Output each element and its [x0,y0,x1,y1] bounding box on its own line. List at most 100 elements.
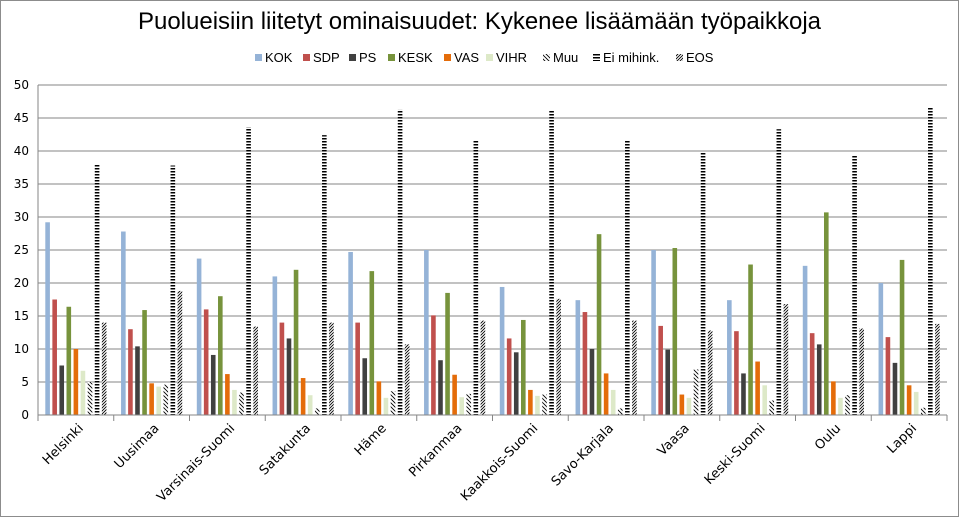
bar-eos-8 [707,330,713,415]
x-category-label: Varsinais-Suomi [154,421,238,505]
bar-kesk-7 [596,234,602,415]
legend-label: Ei mihink. [603,50,659,65]
bar-ps-5 [438,360,443,415]
bar-sdp-9 [734,331,739,415]
x-category-label: Savo-Karjala [549,421,617,489]
bar-sdp-7 [582,312,588,415]
bar-vas-11 [906,385,912,415]
y-tick-label: 5 [21,375,29,389]
bar-ei-mihink--7 [625,140,630,415]
bar-kesk-6 [521,319,526,415]
y-tick-label: 0 [21,408,29,422]
bar-ei-mihink--1 [170,165,176,415]
legend-swatch [255,54,262,61]
bar-sdp-10 [809,333,815,415]
bar-vihr-2 [232,389,237,415]
bar-vihr-9 [762,385,767,415]
bar-muu-0 [87,382,93,415]
bar-vas-2 [225,374,230,415]
legend-label: Muu [553,50,578,65]
legend-label: VAS [454,50,479,65]
x-category-label: Satakunta [257,421,314,478]
bar-vihr-8 [686,397,692,415]
legend-label: KOK [265,50,293,65]
legend-swatch [593,54,600,61]
bar-vas-5 [452,374,457,415]
bar-ei-mihink--6 [549,110,554,416]
legend-swatch [388,54,395,61]
x-category-label: Helsinki [40,421,87,468]
x-category-label: Häme [352,421,390,459]
bar-ps-11 [892,362,898,415]
chart-title: Puolueisiin liitetyt ominaisuudet: Kyken… [137,8,822,35]
bar-ps-1 [135,346,140,415]
bar-sdp-1 [128,329,133,415]
bar-sdp-4 [355,322,360,415]
x-category-label: Pirkanmaa [406,421,465,480]
bar-kok-0 [45,222,50,415]
bar-vas-6 [528,389,533,415]
y-tick-label: 50 [14,78,29,92]
legend-swatch [486,54,493,61]
legend-swatch [303,54,310,61]
bar-sdp-2 [203,309,209,415]
bar-vihr-1 [156,386,161,415]
bar-vihr-11 [913,391,919,415]
bar-muu-10 [845,395,850,415]
bar-muu-11 [920,407,926,415]
bar-kesk-0 [66,306,72,415]
x-category-label: Keski-Suomi [702,421,769,488]
bar-eos-11 [935,323,940,415]
bar-vas-8 [679,394,685,415]
y-tick-label: 45 [14,111,29,125]
legend-label: SDP [313,50,340,65]
bar-ei-mihink--0 [94,163,100,415]
bar-muu-2 [239,392,244,415]
bar-ps-7 [589,349,595,415]
bar-kesk-2 [218,296,223,415]
bar-kesk-9 [748,264,753,415]
bar-muu-7 [617,408,623,415]
bar-sdp-8 [658,325,663,415]
bar-vihr-0 [80,370,86,415]
legend-label: KESK [398,50,433,65]
x-category-label: Oulu [812,421,844,453]
bar-muu-3 [314,408,320,415]
y-tick-label: 40 [14,144,29,158]
bar-ei-mihink--8 [700,152,706,415]
bar-kok-9 [727,300,732,415]
bar-kesk-8 [672,248,678,415]
bar-sdp-6 [506,338,512,415]
bar-vas-4 [376,381,382,415]
bar-vihr-4 [383,397,389,415]
bar-ps-4 [362,358,368,415]
bar-vihr-10 [838,397,843,415]
y-tick-label: 30 [14,210,29,224]
bar-eos-5 [480,320,486,415]
bar-vihr-5 [459,397,464,415]
bar-muu-5 [466,393,472,415]
bar-vas-3 [300,378,306,415]
bar-ei-mihink--3 [322,135,327,415]
bar-kok-8 [651,250,656,415]
bar-muu-1 [163,384,169,415]
bar-vas-10 [831,381,836,415]
y-tick-label: 10 [14,342,29,356]
bar-kesk-11 [899,259,905,415]
bar-eos-6 [556,298,561,415]
bar-vas-7 [603,373,609,415]
legend-label: EOS [686,50,714,65]
bar-ps-2 [210,354,216,415]
bar-kok-11 [878,283,884,415]
bar-eos-2 [253,326,258,415]
legend-label: PS [359,50,377,65]
bar-vihr-6 [535,395,540,415]
bar-ei-mihink--11 [928,107,933,415]
legend-swatch [349,54,356,61]
bar-kok-4 [348,251,353,415]
legend-swatch [543,54,550,61]
bar-kok-10 [802,265,808,415]
bar-kok-6 [499,286,505,415]
